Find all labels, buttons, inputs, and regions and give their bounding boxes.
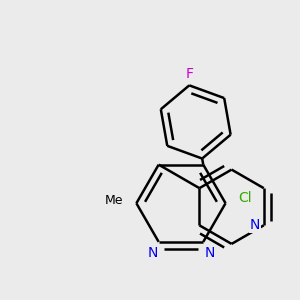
Text: N: N xyxy=(147,246,158,260)
Text: F: F xyxy=(185,67,193,81)
Text: Cl: Cl xyxy=(238,191,252,205)
Text: N: N xyxy=(250,218,260,232)
Text: N: N xyxy=(204,246,214,260)
Text: Me: Me xyxy=(105,194,123,207)
